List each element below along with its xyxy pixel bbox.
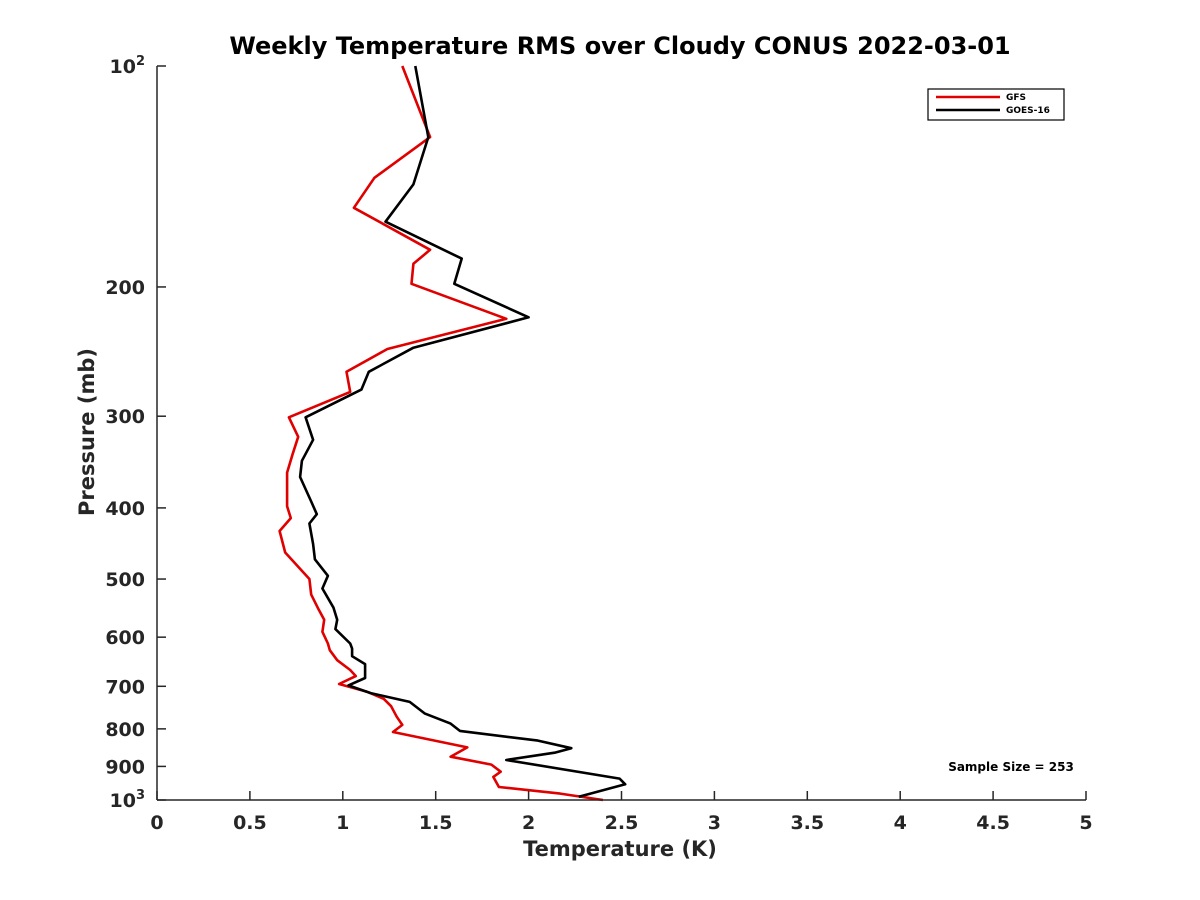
x-tick-label: 2 [522, 812, 535, 834]
x-axis-label: Temperature (K) [523, 837, 717, 861]
y-tick-label: 600 [105, 627, 145, 649]
x-tick-label: 3.5 [790, 812, 824, 834]
y-tick-label: 400 [105, 498, 145, 520]
series-layer [278, 65, 627, 802]
legend: GFS GOES-16 [927, 88, 1065, 121]
y-ticks: 102 200 300 400 500 600 700 800 900 103 [105, 54, 166, 812]
y-tick-label: 200 [105, 277, 145, 299]
x-tick-label: 1 [336, 812, 349, 834]
legend-label-gfs: GFS [1006, 93, 1026, 103]
series-line-gfs [278, 65, 604, 802]
y-tick-label: 300 [105, 406, 145, 428]
x-ticks: 0 0.5 1 1.5 2 2.5 3 3.5 4 4.5 5 [150, 791, 1093, 834]
x-tick-label: 3 [708, 812, 721, 834]
y-tick-label: 103 [110, 788, 146, 812]
sample-size-annotation: Sample Size = 253 [948, 760, 1074, 774]
x-tick-label: 4 [894, 812, 907, 834]
x-tick-label: 1.5 [419, 812, 453, 834]
x-tick-label: 0.5 [233, 812, 267, 834]
x-tick-label: 5 [1079, 812, 1092, 834]
x-tick-label: 0 [150, 812, 163, 834]
series-line-goes-16 [298, 65, 627, 799]
y-tick-label: 102 [110, 54, 146, 78]
x-tick-label: 4.5 [976, 812, 1010, 834]
y-tick-label: 500 [105, 569, 145, 591]
y-tick-label: 800 [105, 719, 145, 741]
y-tick-label: 900 [105, 756, 145, 778]
chart-title: Weekly Temperature RMS over Cloudy CONUS… [229, 32, 1010, 60]
y-axis-label: Pressure (mb) [75, 348, 99, 516]
y-tick-label: 700 [105, 676, 145, 698]
legend-label-goes-16: GOES-16 [1006, 106, 1050, 116]
x-tick-label: 2.5 [605, 812, 639, 834]
legend-box [927, 88, 1065, 121]
